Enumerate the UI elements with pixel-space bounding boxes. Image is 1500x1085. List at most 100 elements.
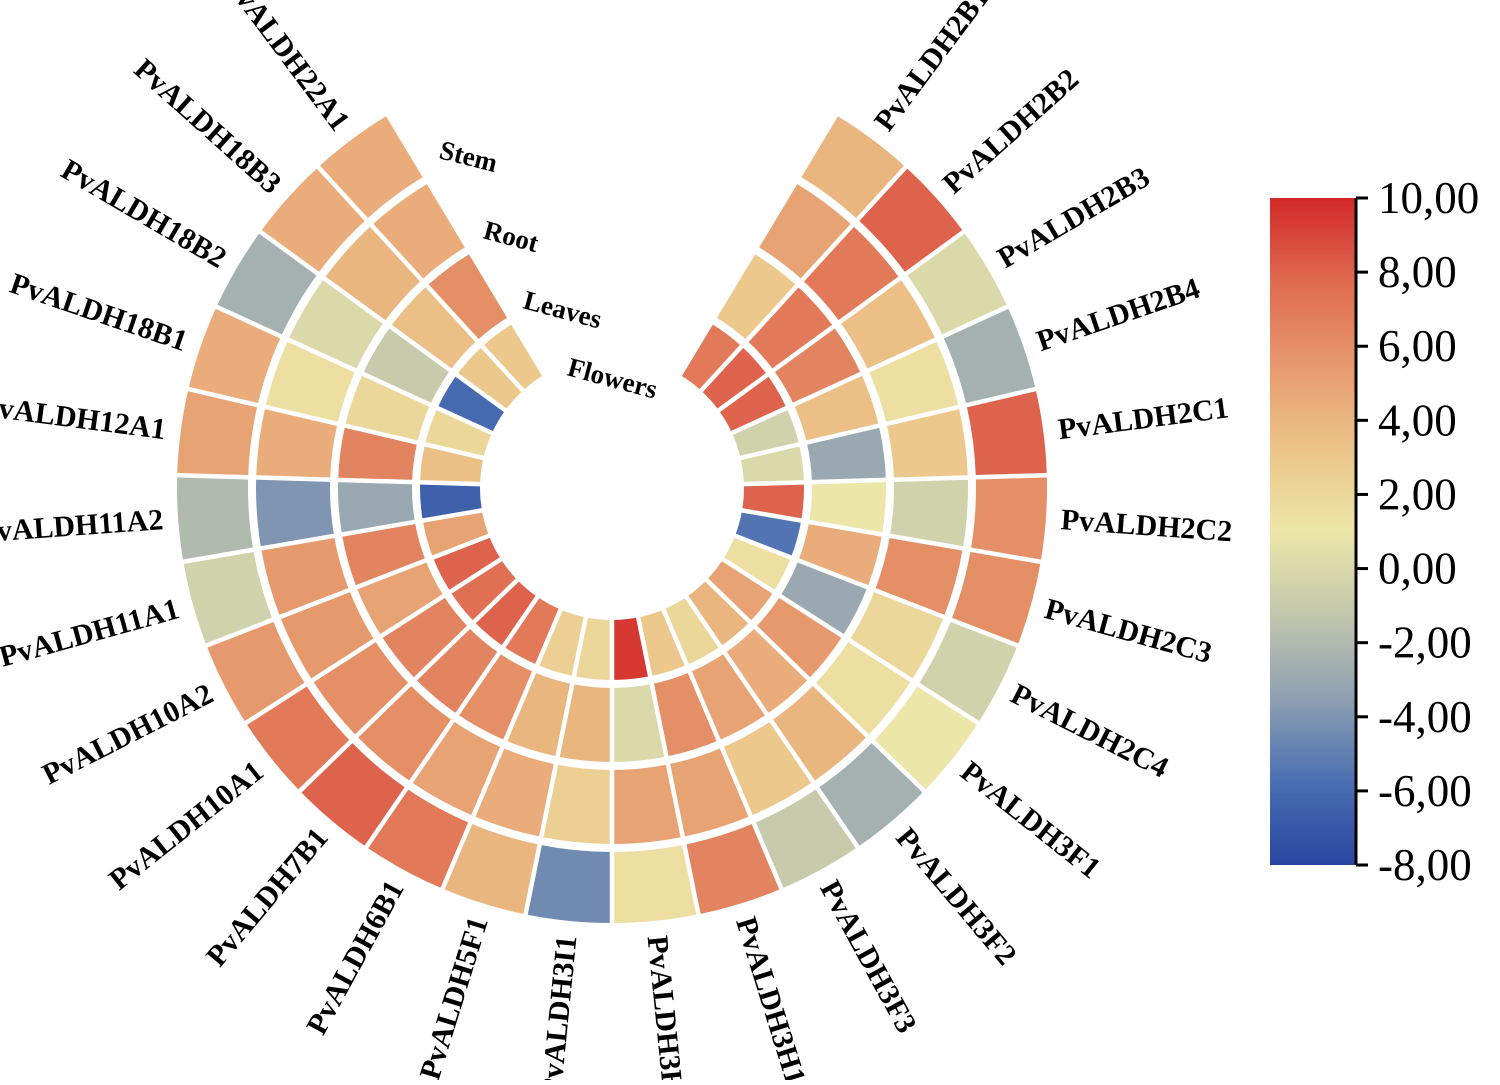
radial-separator	[647, 228, 967, 463]
radial-separator	[657, 472, 1049, 489]
color-scale-tick-label: 10,00	[1378, 173, 1479, 223]
radial-separator	[649, 510, 981, 726]
radial-separator	[296, 518, 581, 795]
color-scale-tick-label: 4,00	[1378, 395, 1457, 445]
heat-cell-flowers-pvaldh12a1	[420, 444, 484, 485]
gene-label: PvALDH3F3	[813, 875, 923, 1039]
gene-label: PvALDH5F1	[413, 913, 494, 1080]
heat-cell-stem-pvaldh10a2	[206, 619, 306, 723]
heat-cell-flowers-pvaldh10a1	[450, 559, 518, 622]
radial-separator	[180, 493, 568, 565]
heat-cell-root-pvaldh2c2	[889, 477, 969, 549]
radial-separator	[185, 386, 568, 480]
heat-cell-stem-pvaldh2c3	[951, 549, 1041, 646]
cell-separators	[175, 112, 1049, 925]
radial-separator	[257, 228, 577, 463]
gene-label: PvALDH22A1	[218, 0, 356, 137]
heat-cell-flowers-pvaldh11a1	[422, 510, 489, 558]
heat-cell-flowers-pvaldh2b2	[701, 346, 768, 411]
heat-cell-leaves-pvaldh3h1	[651, 672, 719, 757]
heat-cell-flowers-pvaldh22a1	[482, 323, 545, 391]
color-scale-tick-label: 2,00	[1378, 469, 1457, 519]
heat-cell-root-pvaldh2b2	[802, 225, 900, 322]
heat-cell-stem-pvaldh3h2	[612, 844, 699, 923]
radial-separator	[522, 532, 606, 917]
color-scale-tick-label: -4,00	[1378, 692, 1472, 742]
radial-separator	[654, 502, 1021, 649]
radial-separator	[175, 472, 567, 489]
heat-cell-flowers-pvaldh10a2	[433, 535, 501, 592]
radial-separator	[656, 386, 1039, 480]
heat-cell-flowers-pvaldh3h1	[638, 609, 687, 677]
heat-cell-leaves-pvaldh10a1	[381, 596, 469, 679]
gene-label: PvALDH11A2	[0, 503, 164, 549]
heat-cell-leaves-pvaldh3i1	[557, 684, 612, 762]
heat-cell-flowers-pvaldh2c3	[735, 510, 802, 558]
gene-label: PvALDH2B1	[868, 0, 996, 137]
gene-label: PvALDH2B4	[1032, 272, 1204, 358]
heat-cell-flowers-pvaldh5f1	[537, 609, 586, 677]
heat-cell-leaves-pvaldh6b1	[457, 653, 535, 741]
color-scale-bar	[1270, 198, 1356, 865]
color-scale-tick-label: 8,00	[1378, 247, 1457, 297]
heat-cell-leaves-pvaldh5f1	[505, 672, 573, 757]
heat-cell-leaves-pvaldh2c2	[809, 479, 886, 535]
heat-cell-leaves-pvaldh18b3	[390, 285, 477, 371]
gene-label: PvALDH3H2	[641, 934, 691, 1080]
heat-cell-flowers-pvaldh18b2	[437, 374, 506, 434]
gene-label: PvALDH12A1	[0, 389, 168, 446]
ring-label-root: Root	[480, 215, 541, 258]
heat-cell-flowers-pvaldh2c1	[740, 444, 804, 485]
ring-label-stem: Stem	[437, 135, 501, 178]
heat-cell-leaves-pvaldh18b1	[345, 373, 431, 443]
heat-cell-stem-pvaldh2c2	[970, 475, 1047, 562]
heat-cell-stem-pvaldh2c1	[966, 389, 1047, 478]
heat-cell-flowers-pvaldh2b1	[679, 323, 742, 391]
heat-cell-leaves-pvaldh2b3	[773, 326, 862, 405]
heat-cell-leaves-pvaldh2c3	[798, 521, 883, 588]
color-scale-tick-label: 6,00	[1378, 321, 1457, 371]
gene-label: PvALDH11A1	[0, 592, 183, 673]
heat-cell-stem-pvaldh6b1	[366, 788, 471, 889]
center-hole	[566, 442, 658, 534]
gene-label: PvALDH7B1	[200, 822, 335, 973]
radial-separator	[213, 303, 572, 471]
heat-cell-root-pvaldh2c4	[849, 590, 944, 681]
heat-cell-root-pvaldh12a1	[256, 406, 338, 480]
heat-cell-root-pvaldh3i1	[541, 764, 612, 844]
heat-cell-root-pvaldh7b1	[356, 684, 453, 782]
gene-label: PvALDH2C3	[1041, 592, 1215, 670]
gene-label: PvALDH2B2	[936, 62, 1085, 200]
heat-cell-flowers-pvaldh3f3	[663, 596, 721, 665]
heat-cell-stem-pvaldh18b1	[188, 306, 282, 406]
radial-separator	[636, 524, 861, 850]
heat-cell-stem-pvaldh3i1	[525, 844, 612, 923]
heat-cell-stem-pvaldh11a2	[177, 475, 254, 562]
color-scale-tick-label: -6,00	[1378, 766, 1472, 816]
gene-label: PvALDH10A2	[37, 677, 218, 791]
ring-label-leaves: Leaves	[520, 285, 605, 335]
radial-separator	[633, 112, 840, 450]
radial-separator	[641, 164, 909, 456]
heat-cell-root-pvaldh6b1	[410, 720, 503, 816]
gene-label: PvALDH2B3	[992, 161, 1155, 275]
gene-label: PvALDH6B1	[300, 875, 410, 1040]
heat-cell-flowers-pvaldh2b3	[718, 374, 787, 434]
heat-cell-leaves-pvaldh3h2	[612, 684, 667, 762]
heat-cell-flowers-pvaldh2b4	[732, 408, 799, 458]
heat-cells	[177, 115, 1047, 923]
gene-label: PvALDH18B3	[128, 52, 288, 200]
heat-cell-flowers-pvaldh3f2	[686, 579, 750, 647]
radial-separator	[203, 502, 570, 649]
heat-cell-root-pvaldh10a2	[280, 590, 375, 681]
heat-cell-stem-pvaldh12a1	[177, 389, 258, 478]
gene-label: PvALDH10A1	[103, 755, 270, 897]
gene-label: PvALDH3H1	[729, 913, 812, 1080]
heat-cell-root-pvaldh3f3	[721, 720, 814, 816]
gene-label: PvALDH2C1	[1056, 391, 1230, 446]
heat-cell-stem-pvaldh11a1	[183, 549, 273, 646]
heat-cell-leaves-pvaldh3f3	[689, 653, 767, 741]
heat-cell-leaves-pvaldh18b2	[362, 326, 451, 405]
radial-separator	[315, 164, 583, 456]
